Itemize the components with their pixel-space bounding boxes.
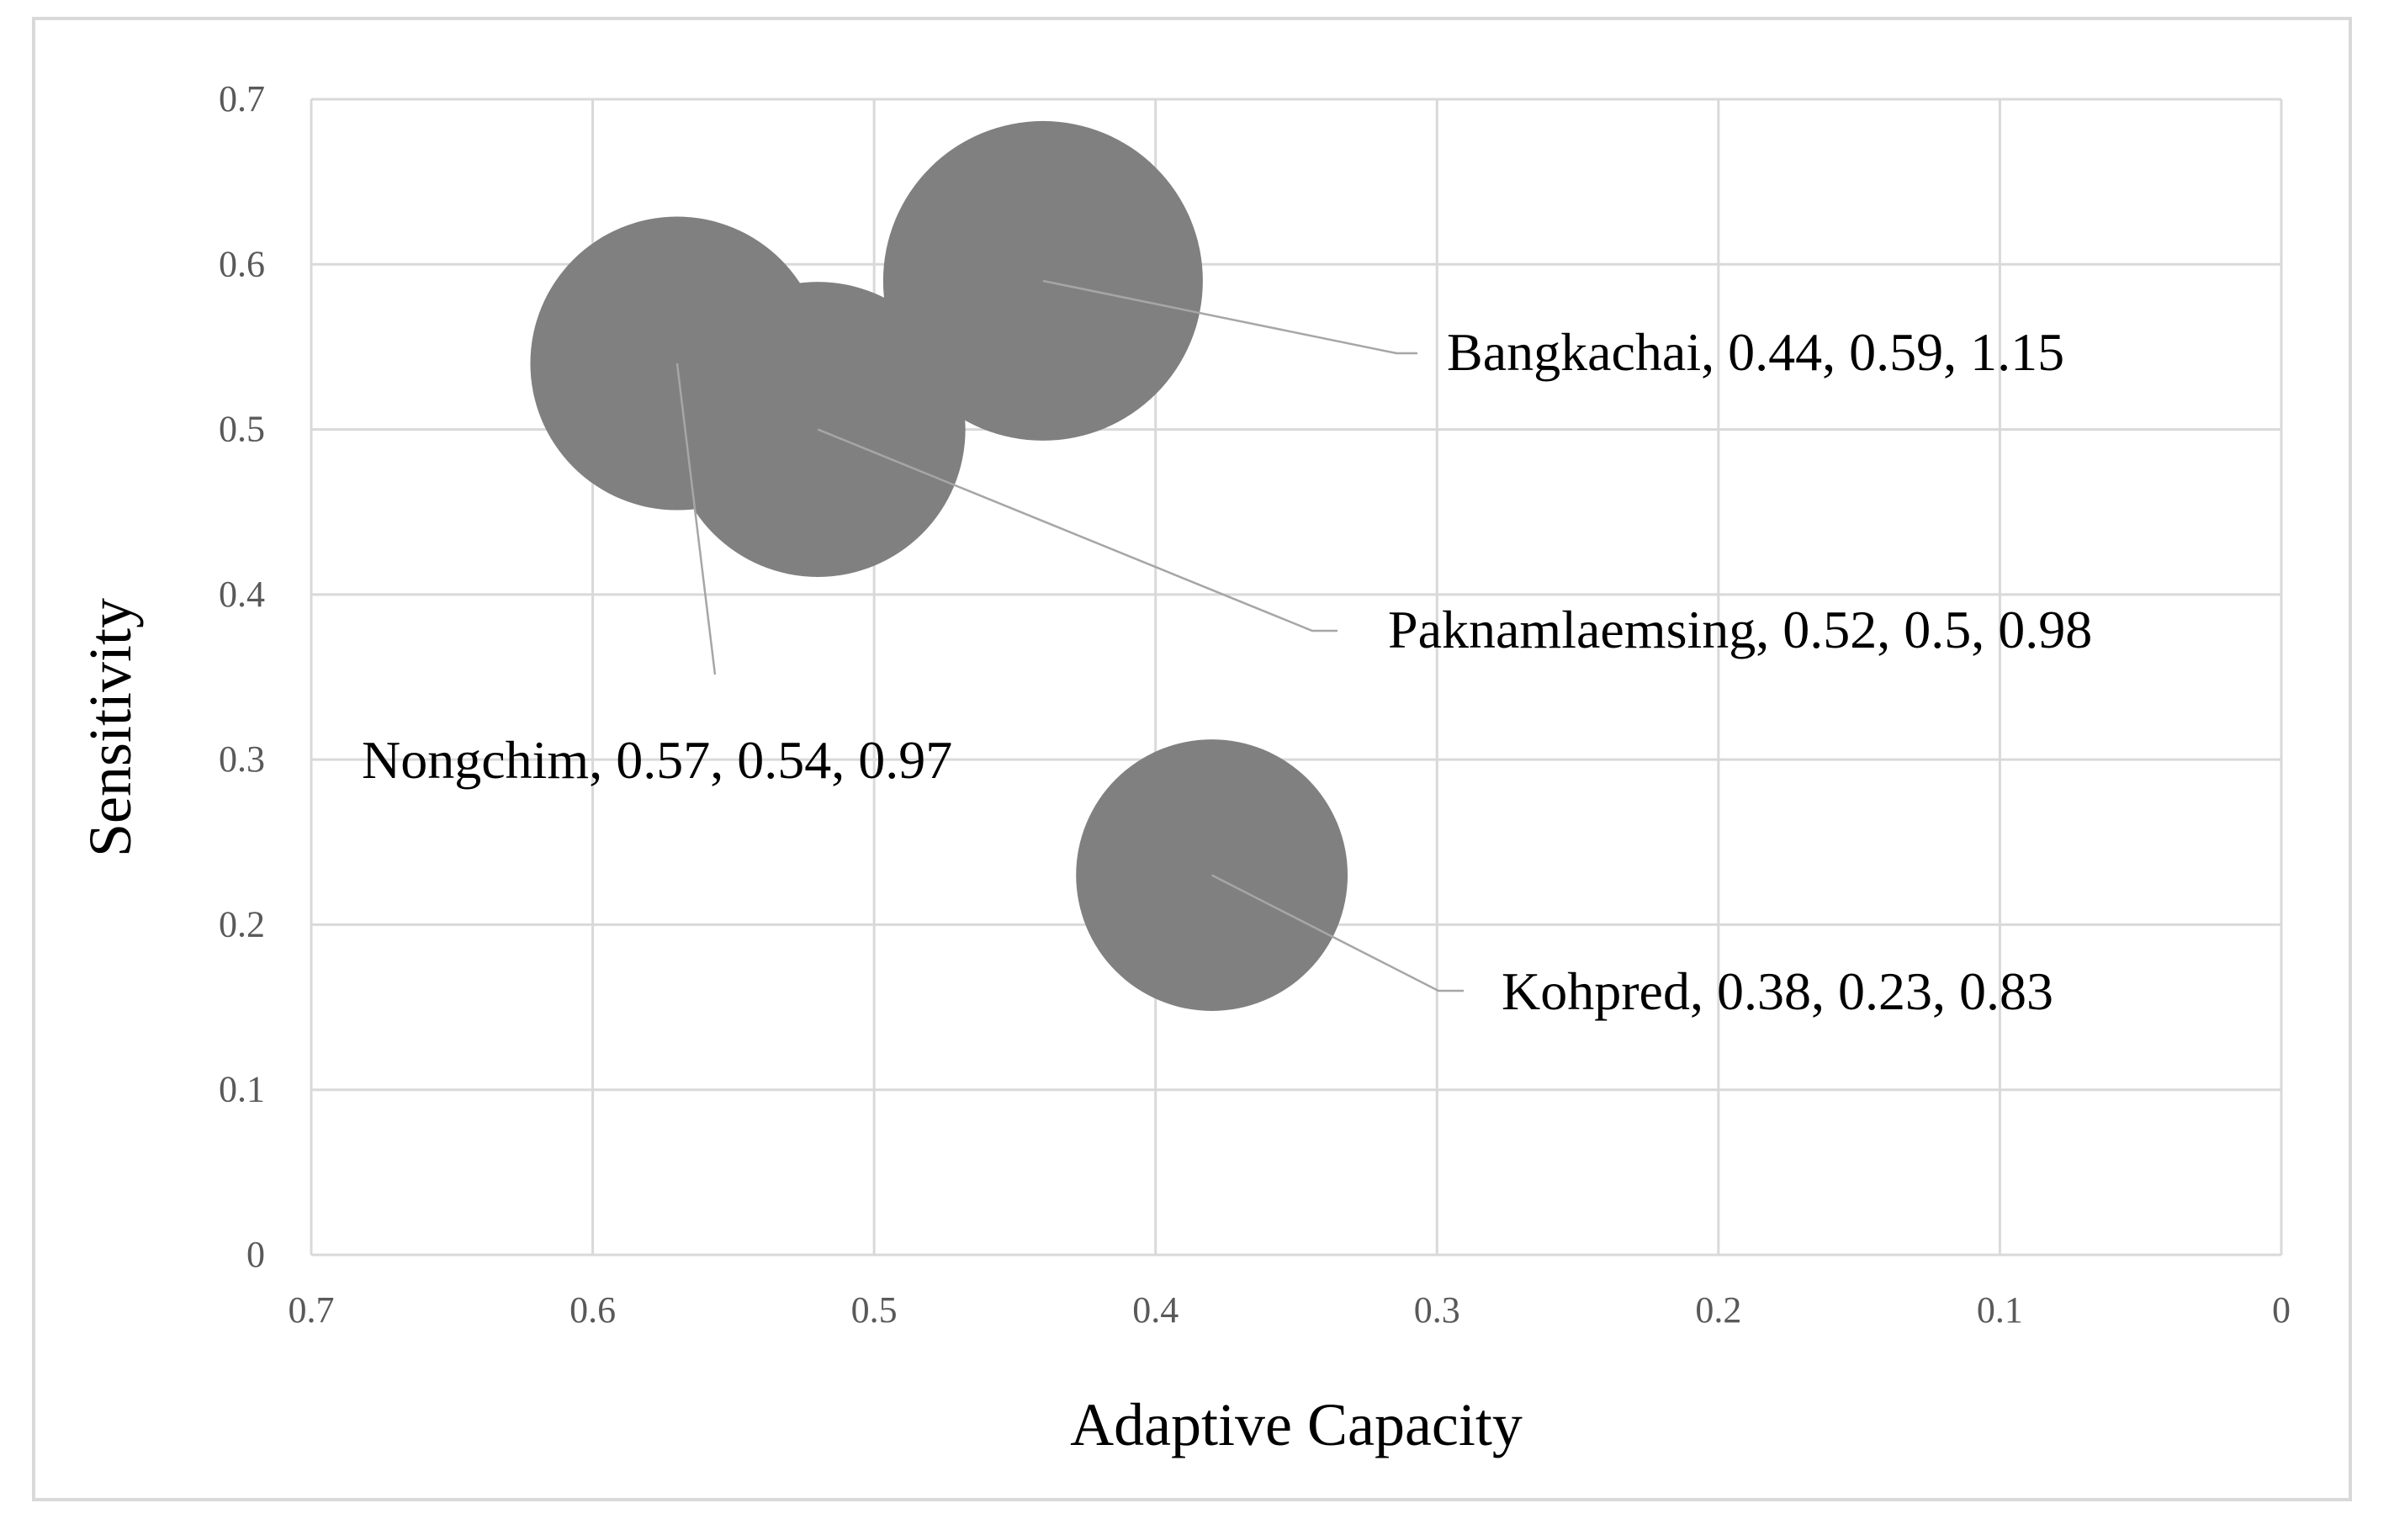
data-label-kohpred: Kohpred, 0.38, 0.23, 0.83 — [1502, 961, 2053, 1021]
y-tick-label: 0.3 — [219, 738, 265, 780]
label-leader-lines — [675, 279, 1464, 992]
x-tick-label: 0.4 — [1132, 1289, 1179, 1331]
leader-line-nongchim — [675, 363, 717, 675]
y-tick-label: 0.4 — [219, 574, 265, 615]
x-axis-ticks: 0.7 0.6 0.5 0.4 0.3 0.2 0.1 0 — [289, 1289, 2291, 1331]
leader-line-kohpred — [1211, 874, 1464, 992]
x-tick-label: 0.6 — [569, 1289, 616, 1331]
data-label-nongchim: Nongchim, 0.57, 0.54, 0.97 — [362, 730, 952, 790]
y-tick-label: 0.5 — [219, 409, 265, 450]
data-label-bangkachai: Bangkachai, 0.44, 0.59, 1.15 — [1447, 322, 2064, 382]
data-label-paknamlaemsing: Paknamlaemsing, 0.52, 0.5, 0.98 — [1388, 600, 2092, 659]
x-tick-label: 0.5 — [851, 1289, 898, 1331]
y-tick-label: 0.6 — [219, 243, 265, 284]
x-tick-label: 0.3 — [1414, 1289, 1460, 1331]
y-axis-ticks: 0 0.1 0.2 0.3 0.4 0.5 0.6 0.7 — [219, 78, 265, 1275]
leader-line-bangkachai — [1042, 279, 1417, 355]
x-tick-label: 0.1 — [1977, 1289, 2023, 1331]
y-tick-label: 0.1 — [219, 1069, 265, 1110]
x-tick-label: 0.7 — [289, 1289, 335, 1331]
y-tick-label: 0.7 — [219, 78, 265, 119]
x-tick-label: 0 — [2272, 1289, 2291, 1331]
data-labels: Nongchim, 0.57, 0.54, 0.97 Paknamlaemsing… — [362, 322, 2092, 1021]
x-axis-title: Adaptive Capacity — [1070, 1391, 1523, 1458]
y-tick-label: 0 — [246, 1234, 265, 1275]
bubbles — [530, 120, 1348, 1011]
y-axis-title: Sensitivity — [77, 598, 144, 857]
y-tick-label: 0.2 — [219, 903, 265, 945]
leader-line-paknamlaemsing — [817, 428, 1338, 632]
x-tick-label: 0.2 — [1695, 1289, 1741, 1331]
